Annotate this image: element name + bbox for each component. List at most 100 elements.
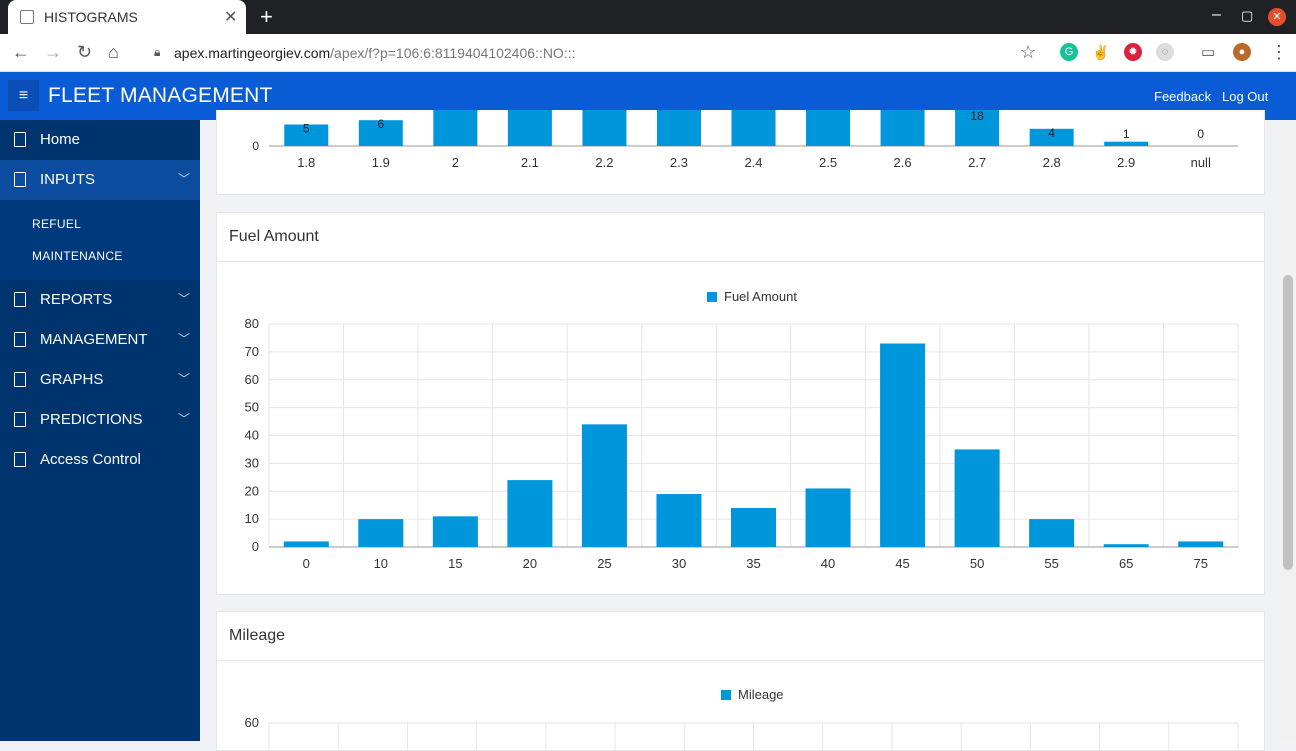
fuel-amount-chart: Fuel Amount 0 10 20 30 40 50 60 70 80 0 10 15 20 25 30 3…: [245, 289, 1239, 571]
sidebar-item-reports[interactable]: REPORTS ﹀: [0, 280, 200, 320]
reload-icon[interactable]: ↻: [77, 42, 93, 62]
region-title: Mileage: [229, 627, 286, 644]
histogram-bar: [954, 449, 1000, 547]
home-icon[interactable]: ⌂: [108, 42, 119, 62]
bar-data-label: 0: [1197, 127, 1204, 141]
histogram-bar: [1178, 541, 1224, 547]
mileage-region: Mileage Mileage 60: [216, 611, 1265, 751]
url-path: /apex/f?p=106:6:8119404102406::NO:::: [330, 45, 576, 61]
maximize-icon[interactable]: ▢: [1241, 8, 1254, 23]
sidebar-item-inputs[interactable]: INPUTS ﹀: [0, 160, 200, 200]
sidebar-item-management[interactable]: MANAGEMENT ﹀: [0, 320, 200, 360]
histogram-bar: [507, 480, 553, 547]
x-tick-label: 2.6: [894, 155, 912, 170]
extension-icon-2[interactable]: ◌: [1156, 43, 1174, 61]
histogram-bar: [731, 108, 776, 146]
bar-data-label: 18: [970, 110, 984, 123]
histogram-bar: [955, 108, 1000, 146]
x-tick-label: 2.9: [1117, 155, 1135, 170]
x-tick-label: 35: [746, 556, 760, 571]
minimize-icon[interactable]: –: [1212, 6, 1221, 23]
histogram-bar: [507, 108, 552, 146]
histogram-bar: [1103, 544, 1149, 547]
x-tick-label: 15: [448, 556, 462, 571]
cast-icon[interactable]: ▭: [1201, 44, 1216, 61]
scrollbar-thumb[interactable]: [1283, 275, 1293, 570]
y-tick-label: 30: [245, 455, 259, 470]
x-tick-label: 0: [303, 556, 310, 571]
histogram-bar: [880, 108, 925, 146]
chevron-down-icon: ﹀: [178, 332, 191, 346]
sidebar-item-access-control[interactable]: Access Control: [0, 440, 200, 480]
page-favicon-icon: [20, 10, 34, 24]
legend-swatch: [707, 292, 717, 302]
app-title[interactable]: FLEET MANAGEMENT: [48, 84, 273, 107]
x-tick-label: 25: [597, 556, 611, 571]
sidebar-item-predictions[interactable]: PREDICTIONS ﹀: [0, 400, 200, 440]
sidebar-item-label: MANAGEMENT: [40, 331, 148, 348]
x-tick-label: 40: [821, 556, 835, 571]
fuel-amount-region: Fuel Amount Fuel Amount 0 10 20 30 40 50 60 70 80…: [216, 212, 1265, 595]
grammarly-extension-icon[interactable]: G: [1060, 43, 1078, 61]
x-tick-label: 2.3: [670, 155, 688, 170]
histogram-bar: [731, 507, 776, 547]
bar-data-label: 6: [377, 117, 384, 131]
page-icon: [14, 412, 26, 427]
menu-toggle-icon[interactable]: ≡: [8, 80, 39, 111]
url-input[interactable]: 🔒︎ apex.martingeorgiev.com/apex/f?p=106:…: [140, 38, 1050, 68]
forward-icon[interactable]: →: [44, 42, 62, 62]
new-tab-icon[interactable]: +: [260, 4, 273, 29]
y-tick-label: 0: [252, 139, 259, 153]
x-tick-label: 1.9: [372, 155, 390, 170]
feedback-link[interactable]: Feedback: [1154, 89, 1212, 104]
histogram-bar: [1029, 128, 1074, 146]
y-tick-label: 10: [245, 511, 259, 526]
x-tick-label: 55: [1044, 556, 1058, 571]
sidebar-subitem-maintenance[interactable]: MAINTENANCE: [32, 249, 123, 263]
chevron-down-icon: ﹀: [178, 292, 191, 306]
histogram-chart-1: 0 5 1.8 6 1.9 2 2.1 2.2 2.3 2.4 2.5 2.6 18 2.7 4 2.8 1 2.…: [252, 108, 1238, 170]
browser-menu-icon[interactable]: ⋮: [1270, 42, 1288, 62]
page-icon: [14, 452, 26, 467]
histogram-bar: [432, 516, 478, 547]
browser-tabbar: HISTOGRAMS ✕ + – ▢ ✕: [0, 0, 1296, 34]
inputs-submenu: REFUEL MAINTENANCE: [0, 200, 200, 280]
y-tick-label: 80: [245, 316, 259, 331]
bookmark-star-icon[interactable]: ☆: [1020, 42, 1037, 62]
bar-data-label: 5: [303, 122, 310, 136]
profile-avatar[interactable]: ●: [1233, 43, 1251, 61]
histogram-bar: [283, 541, 329, 547]
histogram-bar: [1104, 141, 1149, 146]
histogram-bar: [433, 108, 478, 146]
bar-data-label: 1: [1123, 127, 1130, 141]
sidebar-item-label: INPUTS: [40, 171, 96, 188]
x-tick-label: 2.2: [595, 155, 613, 170]
extension-bug-icon[interactable]: ✹: [1124, 43, 1142, 61]
url-host: apex.martingeorgiev.com: [174, 45, 331, 61]
x-tick-label: 2.5: [819, 155, 837, 170]
sidebar-item-label: REPORTS: [40, 291, 113, 308]
close-tab-icon[interactable]: ✕: [224, 9, 238, 26]
sidebar: Home INPUTS ﹀ REFUEL MAINTENANCE REPORTS…: [0, 120, 200, 741]
extension-icon[interactable]: ✌: [1092, 43, 1110, 61]
browser-tab[interactable]: HISTOGRAMS ✕: [8, 0, 246, 34]
x-tick-label: 2: [452, 155, 459, 170]
sidebar-subitem-refuel[interactable]: REFUEL: [32, 217, 82, 231]
histogram-bar: [358, 519, 404, 547]
tab-title: HISTOGRAMS: [44, 9, 138, 25]
x-tick-label: 2.4: [744, 155, 762, 170]
logout-link[interactable]: Log Out: [1222, 89, 1269, 104]
page-scrollbar[interactable]: [1280, 120, 1296, 741]
sidebar-item-home[interactable]: Home: [0, 120, 200, 160]
histogram-bar: [656, 108, 701, 146]
histogram-bar: [581, 424, 627, 547]
y-tick-label: 50: [245, 400, 259, 415]
chevron-down-icon: ﹀: [178, 412, 191, 426]
window-close-icon[interactable]: ✕: [1268, 8, 1286, 26]
back-icon[interactable]: ←: [12, 42, 30, 62]
sidebar-item-graphs[interactable]: GRAPHS ﹀: [0, 360, 200, 400]
x-tick-label: 2.7: [968, 155, 986, 170]
y-tick-label: 60: [245, 372, 259, 387]
sidebar-item-label: PREDICTIONS: [40, 411, 143, 428]
x-tick-label: 65: [1119, 556, 1133, 571]
